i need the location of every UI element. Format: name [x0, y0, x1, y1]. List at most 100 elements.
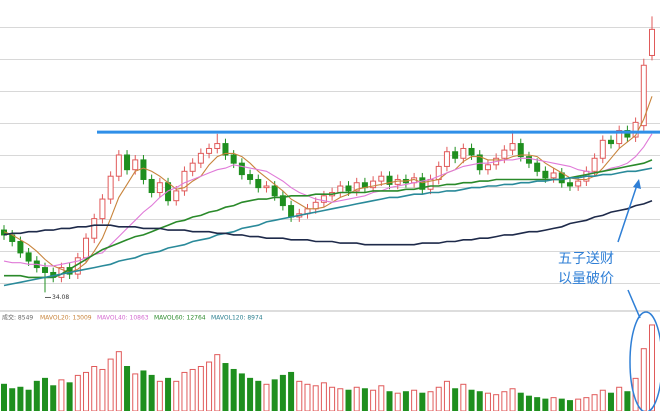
- volume-bar: [42, 377, 49, 411]
- annotation-arrow: [627, 289, 641, 319]
- volume-bar: [320, 382, 327, 411]
- volume-bar: [452, 388, 459, 411]
- candle-body: [25, 252, 32, 262]
- volume-bar: [616, 386, 623, 411]
- candle-body: [230, 154, 237, 164]
- volume-bar: [181, 371, 188, 411]
- candle-body: [370, 180, 377, 189]
- volume-bar: [247, 377, 254, 411]
- volume-bar: [345, 389, 352, 411]
- volume-bar: [501, 391, 508, 411]
- candle-body: [517, 143, 524, 158]
- candle-body: [599, 139, 606, 159]
- candle-body: [206, 147, 213, 154]
- candle-body: [247, 174, 254, 180]
- candle-body: [525, 156, 532, 164]
- volume-bar: [419, 392, 426, 411]
- candle-body: [337, 185, 344, 194]
- volume-bar: [649, 324, 655, 411]
- candle-body: [484, 164, 491, 171]
- volume-bar: [386, 391, 393, 411]
- candle-body: [501, 149, 508, 159]
- candle-body: [378, 175, 385, 182]
- volume-bar: [296, 380, 303, 411]
- volume-bar: [468, 389, 475, 411]
- candle-body: [17, 240, 24, 254]
- volume-bar: [443, 380, 450, 411]
- volume-bars: [1, 324, 655, 411]
- volume-bar: [583, 397, 590, 411]
- candle-body: [312, 201, 319, 210]
- low-label: 34.08: [52, 294, 69, 301]
- volume-bar: [107, 358, 114, 411]
- candle-body: [214, 143, 221, 149]
- candle-body: [107, 175, 114, 200]
- volume-bar: [214, 354, 221, 411]
- volume-bar: [329, 386, 336, 411]
- candle-body: [115, 154, 122, 177]
- volume-bar: [542, 398, 549, 411]
- volume-bar: [411, 389, 418, 411]
- volume-label: MAVOL40: 10863: [97, 315, 149, 322]
- candle-body: [320, 195, 327, 203]
- candle-body: [649, 28, 655, 56]
- candle-body: [509, 143, 516, 151]
- volume-bar: [591, 394, 598, 411]
- volume-bar: [435, 386, 442, 411]
- volume-label: MAVOL60: 12764: [154, 315, 206, 322]
- volume-bar: [402, 391, 409, 411]
- candle-body: [353, 182, 360, 192]
- candle-body: [140, 159, 147, 180]
- volume-bar: [509, 388, 516, 411]
- moving-average-line: [3, 96, 653, 274]
- volume-bar: [534, 397, 541, 411]
- candle-body: [124, 154, 131, 171]
- candle-body: [534, 162, 541, 172]
- volume-bar: [476, 391, 483, 411]
- volume-label: MAVOL20: 13009: [40, 315, 92, 322]
- annotation-text: 五子送财: [558, 251, 614, 267]
- candle-body: [42, 267, 49, 273]
- candle-body: [156, 182, 163, 194]
- volume-label: 成交: 8549: [2, 314, 33, 322]
- candle-body: [279, 195, 286, 207]
- candle-body: [189, 162, 196, 172]
- candle-body: [542, 170, 549, 179]
- candle-body: [460, 147, 467, 159]
- candle-body: [566, 182, 573, 187]
- candle-body: [148, 178, 155, 194]
- volume-bar: [378, 385, 385, 411]
- volume-bar: [25, 389, 32, 411]
- volume-bar: [238, 373, 245, 411]
- volume-bar: [124, 366, 131, 411]
- volume-bar: [353, 386, 360, 411]
- volume-bar: [222, 363, 229, 411]
- candle-body: [255, 178, 262, 189]
- price-pane: 34.08: [1, 16, 660, 301]
- candle-body: [288, 205, 295, 218]
- volume-bar: [640, 348, 647, 411]
- volume-bar: [427, 391, 434, 411]
- candle-body: [99, 198, 106, 220]
- volume-bar: [165, 377, 172, 411]
- volume-bar: [9, 388, 16, 411]
- volume-bar: [279, 374, 286, 411]
- volume-bar: [230, 368, 237, 411]
- volume-bar: [140, 370, 147, 411]
- volume-bar: [517, 392, 524, 411]
- volume-bar: [74, 374, 81, 411]
- volume-bar: [206, 361, 213, 411]
- volume-bar: [263, 383, 270, 411]
- volume-bar: [132, 373, 139, 411]
- volume-bar: [493, 394, 500, 411]
- candle-body: [640, 64, 647, 127]
- volume-bar: [288, 371, 295, 411]
- annotation-arrowhead: [633, 179, 641, 189]
- volume-bar: [66, 382, 73, 411]
- volume-bar: [271, 379, 278, 411]
- moving-average-line: [3, 167, 653, 287]
- volume-bar: [91, 366, 98, 411]
- volume-bar: [83, 371, 90, 411]
